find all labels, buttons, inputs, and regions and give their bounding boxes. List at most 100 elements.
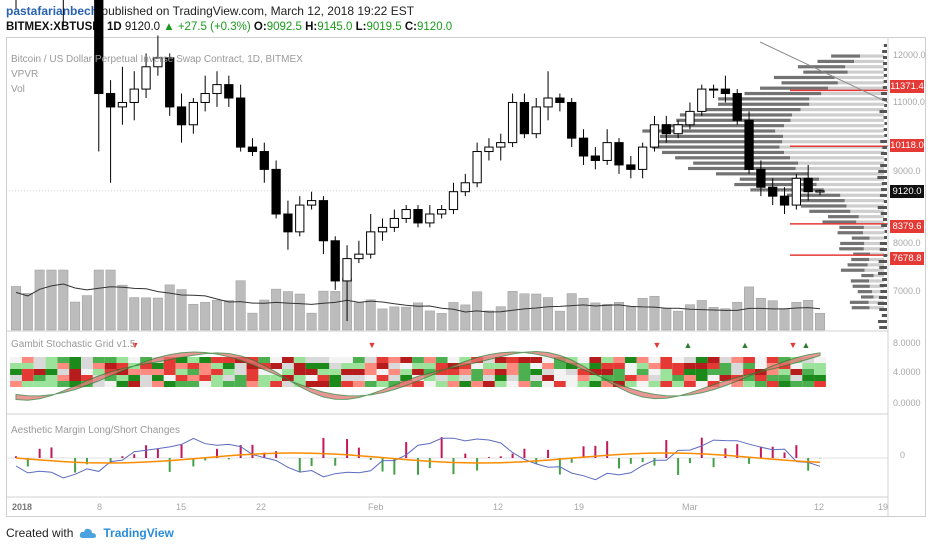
candle-up (377, 226, 388, 233)
axis-volume-tick (882, 56, 887, 59)
stoch-grid-cell (459, 369, 472, 375)
chart-frame[interactable] (6, 37, 926, 517)
low-label: L: (355, 21, 367, 33)
axis-volume-tick (878, 320, 887, 323)
footer: Created with TradingView (6, 526, 174, 540)
stoch-grid-cell (423, 381, 436, 387)
stoch-grid-cell (412, 381, 424, 387)
tradingview-logo-link[interactable]: TradingView (103, 526, 174, 540)
stoch-grid-cell (211, 369, 223, 375)
stoch-grid-cell (258, 381, 271, 387)
stoch-grid-cell (128, 381, 141, 387)
stoch-grid-cell (293, 357, 306, 363)
stoch-grid-cell (293, 363, 306, 369)
stoch-grid-cell (21, 381, 34, 387)
stoch-grid-cell (412, 357, 424, 363)
volume-bar (448, 302, 459, 331)
vpvr-bar-down (851, 257, 870, 262)
axis-volume-tick (883, 128, 887, 131)
candle-up (425, 213, 435, 224)
stoch-grid-cell (435, 369, 448, 375)
stoch-grid-cell (282, 369, 294, 375)
stoch-grid-cell (341, 363, 353, 369)
vpvr-bar-down (744, 91, 822, 96)
stoch-grid-cell (305, 375, 318, 381)
vpvr-bar-up (863, 225, 884, 229)
candle-up (212, 84, 222, 95)
volume-bar (176, 289, 187, 331)
stoch-grid-cell (140, 363, 152, 369)
stoch-grid-cell (33, 375, 46, 381)
axis-volume-tick (881, 92, 887, 95)
stoch-grid-cell (814, 369, 826, 375)
candle-down (744, 119, 754, 170)
stoch-grid-cell (553, 363, 566, 369)
axis-volume-tick (879, 194, 887, 197)
stoch-grid-cell (282, 363, 294, 369)
stoch-grid-cell (151, 375, 164, 381)
axis-volume-tick (879, 326, 887, 329)
stoch-grid-cell (613, 375, 625, 381)
volume-bar (152, 297, 163, 331)
volume-bar (779, 308, 790, 331)
candle-up (638, 146, 648, 170)
volume-bar (129, 297, 140, 331)
stoch-grid-cell (743, 375, 755, 381)
vpvr-bar-down (839, 225, 864, 229)
stoch-grid-cell (518, 369, 531, 375)
stoch-grid-cell (719, 375, 732, 381)
stoch-grid-cell (412, 369, 424, 375)
stoch-signal-marker: ▼ (368, 340, 377, 350)
symbol-label[interactable]: BITMEX:XBTUSD, 1D (6, 21, 122, 33)
stoch-grid-cell (423, 363, 436, 369)
stoch-grid-cell (790, 375, 803, 381)
stoch-grid-cell (211, 363, 223, 369)
volume-bar (815, 312, 825, 331)
volume-bar (353, 302, 364, 331)
osc2-title: Aesthetic Margin Long/Short Changes (11, 425, 180, 436)
volume-bar (755, 297, 766, 331)
vpvr-bar-down (662, 150, 785, 155)
volume-bar (247, 312, 258, 331)
stoch-grid-cell (33, 369, 46, 375)
axis-volume-tick (880, 290, 887, 293)
osc1-title: Gambit Stochastic Grid v1.5 (11, 339, 136, 350)
stoch-grid-cell (814, 357, 826, 363)
stoch-grid-cell (246, 381, 259, 387)
candle-up (117, 101, 128, 108)
candle-up (401, 209, 411, 219)
stoch-grid-cell (246, 375, 259, 381)
vpvr-bar-down (781, 81, 838, 85)
stoch-grid-cell (613, 357, 625, 363)
stoch-grid-cell (57, 381, 70, 387)
vpvr-bar-down (857, 290, 873, 294)
stoch-grid-cell (21, 363, 34, 369)
stoch-grid-cell (293, 369, 306, 375)
time-tick: Mar (682, 502, 698, 512)
stoch-grid-cell (151, 363, 164, 369)
stoch-grid-cell (790, 381, 803, 387)
vpvr-bar-down (797, 65, 846, 69)
stoch-grid-cell (494, 375, 507, 381)
stoch-grid-cell (802, 369, 815, 375)
volume-bar (483, 310, 494, 331)
volume-bar (22, 293, 33, 331)
author-link[interactable]: pastafarianbech (6, 4, 99, 18)
stoch-grid-cell (648, 375, 661, 381)
vpvr-bar-up (837, 81, 884, 85)
axis-volume-tick (882, 98, 887, 101)
time-tick: 12 (493, 502, 504, 512)
volume-bar (93, 269, 104, 331)
vpvr-bar-up (846, 204, 884, 208)
stoch-grid-cell (234, 369, 247, 375)
tradingview-cloud-icon (80, 528, 97, 538)
axis-volume-tick (878, 296, 887, 299)
stoch-grid-cell (565, 375, 578, 381)
stoch-grid-cell (317, 357, 330, 363)
axis-volume-tick (879, 266, 887, 269)
high-label: H: (305, 21, 318, 33)
time-tick: 22 (256, 502, 267, 512)
stoch-grid-cell (542, 369, 554, 375)
stoch-grid-cell (766, 375, 779, 381)
